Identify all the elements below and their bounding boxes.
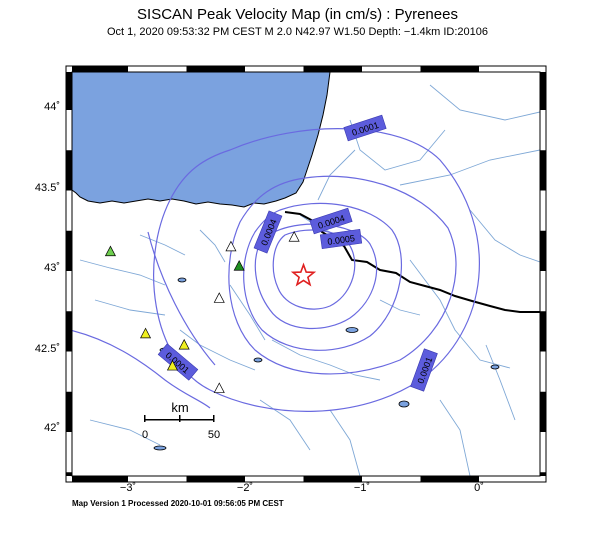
- frame-band: [66, 391, 72, 432]
- frame-band: [66, 230, 72, 271]
- lat-tick-label: 42˚: [44, 422, 60, 434]
- lon-tick-label: 0˚: [474, 482, 484, 494]
- scale-bar-title: km: [171, 400, 188, 415]
- frame-band: [420, 476, 479, 482]
- contours: [72, 128, 480, 412]
- scale-bar-end: 50: [208, 429, 220, 441]
- footer-note: Map Version 1 Processed 2020-10-01 09:56…: [72, 499, 284, 508]
- frame-band: [303, 66, 362, 72]
- frame-band: [72, 66, 128, 72]
- frame-band: [66, 311, 72, 352]
- contour-label-text: 0.0005: [327, 233, 356, 247]
- station-marker: [166, 359, 178, 371]
- frame-band: [540, 230, 546, 271]
- frame-band: [186, 66, 245, 72]
- lat-tick-label: 43˚: [44, 262, 60, 274]
- stations: [104, 231, 300, 393]
- contour-labels: 0.0001 0.0004 0.0004 0.0005 0.0001 0.000…: [157, 114, 438, 392]
- lon-tick-label: −3˚: [120, 482, 136, 494]
- sea-area: [72, 72, 331, 208]
- station-marker: [140, 327, 152, 339]
- frame-band: [72, 476, 128, 482]
- scale-bar: km 0 50: [142, 400, 220, 441]
- country-border: [284, 211, 540, 313]
- station-marker: [288, 231, 300, 242]
- station-marker: [233, 260, 245, 271]
- frame-band: [540, 311, 546, 352]
- frame-band: [540, 391, 546, 432]
- frame-band: [540, 472, 546, 476]
- scale-bar-start: 0: [142, 429, 148, 441]
- station-marker: [213, 382, 225, 393]
- station-marker: [225, 240, 237, 252]
- contour-label: 0.0005: [319, 228, 363, 250]
- frame-band: [66, 150, 72, 191]
- lat-tick-label: 44˚: [44, 101, 60, 113]
- lon-tick-label: −1˚: [354, 482, 370, 494]
- frame-band: [66, 72, 72, 110]
- station-marker: [213, 292, 225, 303]
- frame-band: [420, 66, 479, 72]
- lat-tick-label: 42.5˚: [35, 343, 60, 355]
- event-info: Oct 1, 2020 09:53:32 PM CEST M 2.0 N42.9…: [106, 26, 489, 38]
- frame-band: [540, 150, 546, 191]
- frame-band: [66, 472, 72, 476]
- epicenter-star: [290, 262, 317, 287]
- station-marker: [178, 338, 190, 350]
- frame-band: [186, 476, 245, 482]
- frame-band: [303, 476, 362, 482]
- frame-band: [540, 72, 546, 110]
- page-title: SISCAN Peak Velocity Map (in cm/s) : Pyr…: [137, 6, 458, 23]
- map-frame: [65, 65, 547, 483]
- map-area: 0.0001 0.0004 0.0004 0.0005 0.0001 0.000…: [72, 72, 540, 476]
- axis-ticks: −3˚ −2˚ −1˚ 0˚ 44˚ 43.5˚ 43˚ 42.5˚ 42˚: [35, 101, 484, 494]
- lon-tick-label: −2˚: [237, 482, 253, 494]
- lat-tick-label: 43.5˚: [35, 182, 60, 194]
- station-marker: [104, 245, 116, 257]
